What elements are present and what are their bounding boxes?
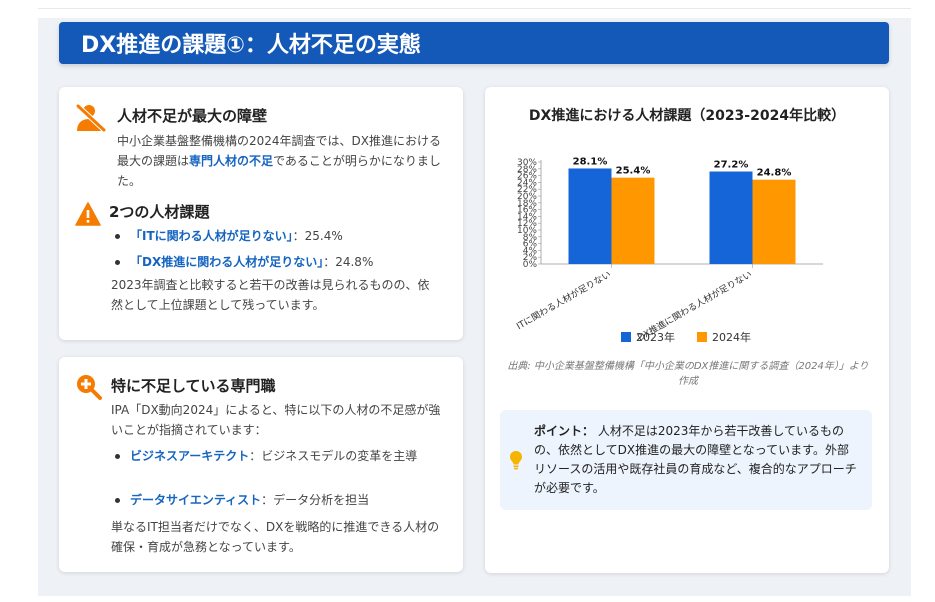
y-tick-label: 22% [517,185,537,195]
list-item: 「DX推進に関わる人材が足りない」：24.8% [115,253,373,270]
card2-intro: IPA「DX動向2024」によると、特に以下の人材の不足感が強いことが指摘されて… [111,403,441,437]
bullet-highlight: ビジネスアーキテクト [130,449,250,463]
chart-title: DX推進における人材課題（2023-2024年比較） [528,108,846,124]
list-item: ビジネスアーキテクト：ビジネスモデルの変革を主導 [115,446,445,466]
y-tick-label: 10% [517,226,537,236]
legend-swatch [621,332,631,342]
bullet-dot [115,260,120,265]
card1-heading2: 2つの人材課題 [109,203,210,221]
point-body: 人材不足は2023年から若干改善しているものの、依然としてDX推進の最大の障壁と… [534,424,857,495]
y-tick-label: 18% [517,199,537,209]
page-header: DX推進の課題①：人材不足の実態 [59,22,889,64]
bar [568,168,612,264]
lightbulb-icon [509,450,523,474]
list-item: 「ITに関わる人材が足りない」：25.4% [115,227,343,244]
bullet-highlight: 「ITに関わる人材が足りない」 [130,229,293,243]
data-label: 24.8% [757,168,792,179]
y-tick-label: 4% [523,246,538,256]
bullet-value: ：24.8% [323,255,374,269]
legend-label: 2024年 [712,330,751,344]
bar [611,177,655,264]
y-tick-label: 16% [517,206,537,216]
bullet-value: ：25.4% [292,229,343,243]
data-label: 28.1% [573,156,608,167]
data-label: 25.4% [616,166,651,177]
point-label: ポイント： [534,424,595,438]
y-tick-label: 14% [517,212,537,222]
bullet-highlight: 「DX推進に関わる人材が足りない」 [130,255,324,269]
card2-outro: 単なるIT担当者だけでなく、DXを戦略的に推進できる人材の確保・育成が急務となっ… [111,520,440,554]
bullet-value: ：データ分析を担当 [261,493,370,507]
bullet-value: ：ビジネスモデルの変革を主導 [249,449,418,463]
y-tick-label: 0% [523,260,538,270]
list-item: データサイエンティスト：データ分析を担当 [115,491,369,508]
y-tick-label: 20% [517,192,537,202]
bullet-dot [115,234,120,239]
bullet-dot [115,454,120,459]
y-tick-label: 2% [523,253,538,263]
y-tick-label: 6% [523,240,538,250]
y-tick-label: 28% [517,165,537,175]
para1-text: 中小企業基盤整備機構の2024年調査では、DX推進における最大の課題は [117,134,442,168]
search-plus-icon [75,373,103,405]
y-tick-label: 24% [517,178,537,188]
top-divider [38,8,911,9]
card2-heading: 特に不足している専門職 [111,377,276,395]
y-tick-label: 26% [517,172,537,182]
bar [752,179,796,264]
legend-label: 2023年 [636,330,675,344]
talent-shortage-card: 人材不足が最大の障壁 中小企業基盤整備機構の2024年調査では、DX推進における… [59,87,463,340]
x-tick-label: ITに関わる人材が足りない [514,268,613,332]
warning-icon [75,202,101,230]
bar-chart: 0%2%4%6%8%10%12%14%16%18%20%22%24%26%28%… [514,156,823,344]
point-callout: ポイント： 人材不足は2023年から若干改善しているものの、依然としてDX推進の… [500,410,872,510]
specialist-roles-card: 特に不足している専門職 IPA「DX動向2024」によると、特に以下の人材の不足… [59,357,463,572]
point-text: ポイント： 人材不足は2023年から若干改善しているものの、依然としてDX推進の… [534,422,859,498]
card1-paragraph1: 中小企業基盤整備機構の2024年調査では、DX推進における最大の課題は専門人材の… [117,131,447,191]
data-label: 27.2% [714,160,749,171]
y-tick-label: 8% [523,233,538,243]
bullet-highlight: データサイエンティスト [130,493,262,507]
card1-paragraph2: 2023年調査と比較すると若干の改善は見られるものの、依然として上位課題として残… [111,278,430,312]
chart-source: 出典: 中小企業基盤整備機構「中小企業のDX推進に関する調査（2024年）」より… [507,361,869,387]
bullet-dot [115,498,120,503]
y-tick-label: 30% [517,158,537,168]
card1-heading1: 人材不足が最大の障壁 [117,107,268,125]
y-tick-label: 12% [517,219,537,229]
legend-swatch [697,332,707,342]
para1-text-end: であることが明らかになりました。 [117,154,441,188]
user-slash-icon [75,103,107,137]
bar [709,171,753,264]
para1-highlight: 専門人材の不足 [189,154,274,168]
page-title: DX推進の課題①：人材不足の実態 [81,33,421,58]
